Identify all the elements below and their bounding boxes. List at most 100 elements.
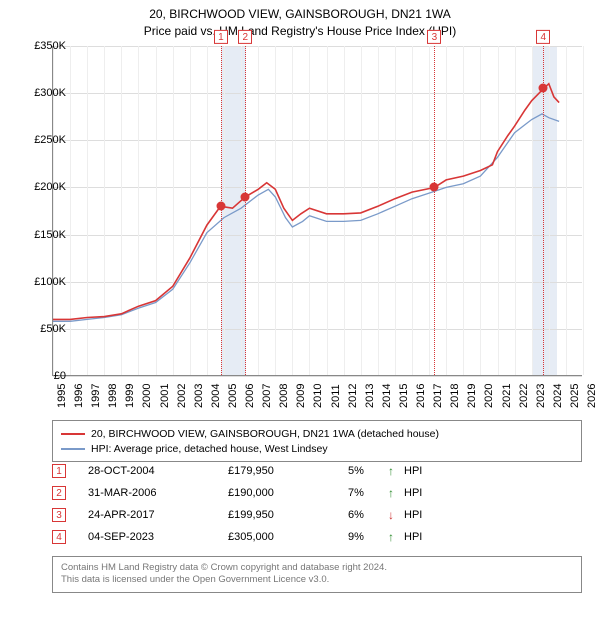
- y-axis-label: £50K: [22, 323, 66, 335]
- event-price: £179,950: [228, 465, 348, 477]
- x-axis-label: 2013: [364, 384, 376, 408]
- x-axis-label: 2003: [193, 384, 205, 408]
- x-axis-label: 1996: [73, 384, 85, 408]
- x-axis-label: 2012: [347, 384, 359, 408]
- x-axis-label: 2004: [210, 384, 222, 408]
- legend-swatch-2: [61, 448, 85, 450]
- event-pct: 6%: [348, 509, 388, 521]
- event-label: HPI: [404, 509, 582, 521]
- x-axis-label: 2019: [466, 384, 478, 408]
- marker-dot: [241, 192, 250, 201]
- event-row: 4 04-SEP-2023£305,0009%↑HPI: [52, 526, 582, 548]
- event-pct: 5%: [348, 465, 388, 477]
- event-pct: 7%: [348, 487, 388, 499]
- event-price: £199,950: [228, 509, 348, 521]
- y-axis-label: £150K: [22, 229, 66, 241]
- event-number: 1: [52, 464, 66, 478]
- event-date: 31-MAR-2006: [88, 487, 228, 499]
- x-axis-label: 1995: [56, 384, 68, 408]
- y-axis-label: £350K: [22, 40, 66, 52]
- x-axis-label: 2016: [415, 384, 427, 408]
- y-axis-label: £300K: [22, 87, 66, 99]
- arrow-icon: ↑: [388, 464, 404, 478]
- x-axis-label: 1999: [124, 384, 136, 408]
- x-axis-label: 1997: [90, 384, 102, 408]
- x-axis-label: 2022: [518, 384, 530, 408]
- x-axis-label: 2011: [330, 384, 342, 408]
- x-axis-label: 2023: [535, 384, 547, 408]
- event-date: 28-OCT-2004: [88, 465, 228, 477]
- x-axis-label: 2014: [381, 384, 393, 408]
- footer-line1: Contains HM Land Registry data © Crown c…: [61, 562, 573, 574]
- y-axis-label: £250K: [22, 134, 66, 146]
- legend-box: 20, BIRCHWOOD VIEW, GAINSBOROUGH, DN21 1…: [52, 420, 582, 462]
- marker-number: 3: [427, 30, 441, 44]
- event-row: 1 28-OCT-2004£179,9505%↑HPI: [52, 460, 582, 482]
- event-price: £190,000: [228, 487, 348, 499]
- events-table: 128-OCT-2004£179,9505%↑HPI231-MAR-2006£1…: [52, 460, 582, 548]
- event-label: HPI: [404, 487, 582, 499]
- event-date: 04-SEP-2023: [88, 531, 228, 543]
- event-pct: 9%: [348, 531, 388, 543]
- x-axis-label: 2017: [432, 384, 444, 408]
- series-hpi: [53, 114, 559, 321]
- legend-label-1: 20, BIRCHWOOD VIEW, GAINSBOROUGH, DN21 1…: [91, 428, 439, 440]
- x-axis-label: 2025: [569, 384, 581, 408]
- title-line1: 20, BIRCHWOOD VIEW, GAINSBOROUGH, DN21 1…: [0, 6, 600, 23]
- x-axis-label: 2007: [261, 384, 273, 408]
- event-price: £305,000: [228, 531, 348, 543]
- chart-svg: [53, 46, 583, 376]
- footer-box: Contains HM Land Registry data © Crown c…: [52, 556, 582, 593]
- marker-line: [245, 46, 246, 375]
- y-axis-label: £200K: [22, 181, 66, 193]
- x-axis-label: 1998: [107, 384, 119, 408]
- event-row: 3 24-APR-2017£199,9506%↓HPI: [52, 504, 582, 526]
- event-label: HPI: [404, 465, 582, 477]
- marker-number: 1: [214, 30, 228, 44]
- chart-container: 20, BIRCHWOOD VIEW, GAINSBOROUGH, DN21 1…: [0, 0, 600, 620]
- x-axis-label: 2009: [295, 384, 307, 408]
- legend-row-2: HPI: Average price, detached house, West…: [61, 441, 573, 456]
- series-property: [53, 84, 559, 320]
- marker-number: 2: [238, 30, 252, 44]
- x-axis-label: 2000: [141, 384, 153, 408]
- x-axis-label: 2015: [398, 384, 410, 408]
- marker-dot: [430, 183, 439, 192]
- x-axis-label: 2020: [483, 384, 495, 408]
- gridline-v: [583, 46, 584, 375]
- marker-number: 4: [536, 30, 550, 44]
- y-axis-label: £0: [22, 370, 66, 382]
- x-axis-label: 2024: [552, 384, 564, 408]
- x-axis-label: 2010: [312, 384, 324, 408]
- footer-line2: This data is licensed under the Open Gov…: [61, 574, 573, 586]
- title-line2: Price paid vs. HM Land Registry's House …: [0, 23, 600, 40]
- event-date: 24-APR-2017: [88, 509, 228, 521]
- arrow-icon: ↑: [388, 486, 404, 500]
- chart-area: 1234: [52, 46, 582, 376]
- event-number: 2: [52, 486, 66, 500]
- x-axis-label: 2002: [176, 384, 188, 408]
- gridline-h: [53, 376, 582, 377]
- x-axis-label: 2018: [449, 384, 461, 408]
- x-axis-label: 2026: [586, 384, 598, 408]
- marker-dot: [539, 84, 548, 93]
- event-row: 2 31-MAR-2006£190,0007%↑HPI: [52, 482, 582, 504]
- x-axis-label: 2008: [278, 384, 290, 408]
- arrow-icon: ↓: [388, 508, 404, 522]
- arrow-icon: ↑: [388, 530, 404, 544]
- x-axis-label: 2006: [244, 384, 256, 408]
- title-block: 20, BIRCHWOOD VIEW, GAINSBOROUGH, DN21 1…: [0, 0, 600, 40]
- legend-label-2: HPI: Average price, detached house, West…: [91, 443, 328, 455]
- event-label: HPI: [404, 531, 582, 543]
- marker-line: [543, 46, 544, 375]
- y-axis-label: £100K: [22, 276, 66, 288]
- x-axis-label: 2021: [501, 384, 513, 408]
- x-axis-label: 2001: [159, 384, 171, 408]
- event-number: 3: [52, 508, 66, 522]
- marker-dot: [216, 202, 225, 211]
- marker-line: [434, 46, 435, 375]
- legend-swatch-1: [61, 433, 85, 435]
- event-number: 4: [52, 530, 66, 544]
- x-axis-label: 2005: [227, 384, 239, 408]
- legend-row-1: 20, BIRCHWOOD VIEW, GAINSBOROUGH, DN21 1…: [61, 426, 573, 441]
